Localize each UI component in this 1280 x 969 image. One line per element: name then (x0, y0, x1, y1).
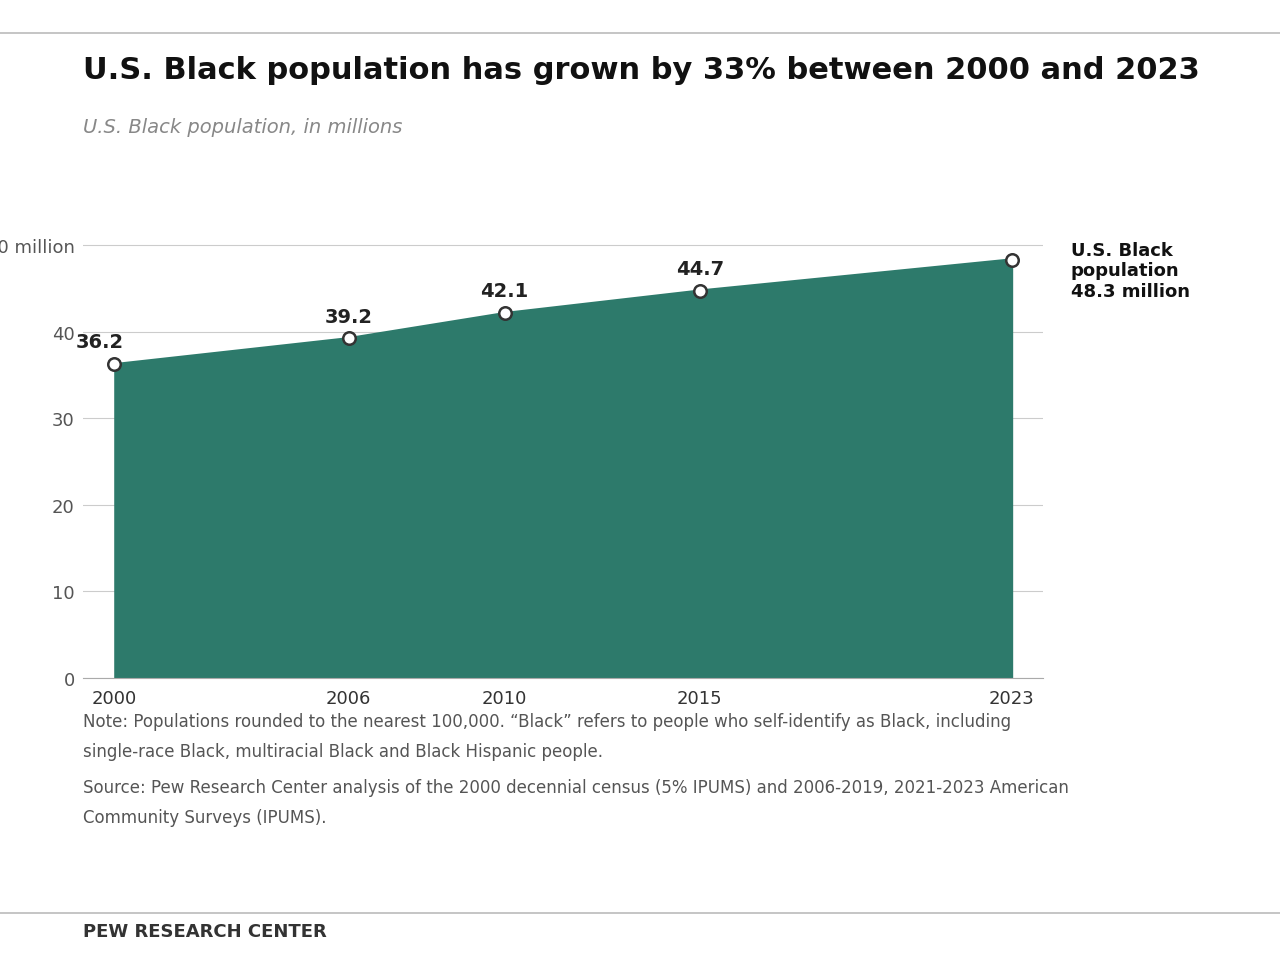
Text: Note: Populations rounded to the nearest 100,000. “Black” refers to people who s: Note: Populations rounded to the nearest… (83, 712, 1011, 731)
Text: PEW RESEARCH CENTER: PEW RESEARCH CENTER (83, 922, 326, 941)
Text: Community Surveys (IPUMS).: Community Surveys (IPUMS). (83, 808, 326, 827)
Text: single-race Black, multiracial Black and Black Hispanic people.: single-race Black, multiracial Black and… (83, 742, 603, 761)
Text: 44.7: 44.7 (676, 260, 724, 279)
Text: 42.1: 42.1 (480, 282, 529, 301)
Text: 36.2: 36.2 (76, 333, 124, 352)
Text: 39.2: 39.2 (325, 307, 372, 327)
Text: Source: Pew Research Center analysis of the 2000 decennial census (5% IPUMS) and: Source: Pew Research Center analysis of … (83, 778, 1069, 797)
Text: U.S. Black population has grown by 33% between 2000 and 2023: U.S. Black population has grown by 33% b… (83, 56, 1199, 85)
Text: U.S. Black population, in millions: U.S. Black population, in millions (83, 118, 403, 138)
Text: U.S. Black
population
48.3 million: U.S. Black population 48.3 million (1070, 241, 1189, 301)
